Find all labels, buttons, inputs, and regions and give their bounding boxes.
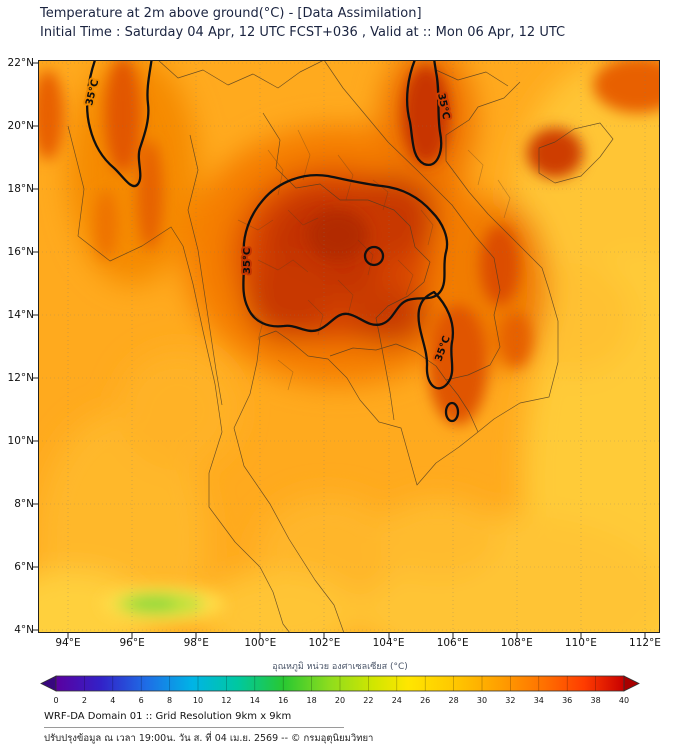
map-canvas: 35°C 35°C 35°C 35°C [32, 60, 660, 639]
y-axis-tick-label: 14°N [7, 308, 34, 321]
temperature-contours [85, 60, 460, 423]
y-axis-tick-label: 8°N [14, 497, 34, 510]
coastline-west [67, 125, 291, 633]
colorbar-tick-label: 14 [249, 696, 260, 705]
y-axis-tick-label: 10°N [7, 434, 34, 447]
colorbar-tick-label: 22 [363, 696, 374, 705]
contour-northeast [405, 60, 443, 167]
colorbar-tick-label: 36 [562, 696, 573, 705]
colorbar-tick-label: 10 [192, 696, 204, 705]
y-axis-tick-label: 16°N [7, 245, 34, 258]
y-axis-tick-marks [32, 62, 38, 631]
border-vietnam-china [435, 69, 509, 87]
colorbar-tick-label: 8 [167, 696, 173, 705]
border-north [157, 60, 325, 89]
footer-update-info: ปรับปรุงข้อมูล ณ เวลา 19:00น. วัน ส. ที่… [44, 733, 374, 744]
colorbar-tick-label: 34 [533, 696, 544, 705]
coastline-gulf-vietnam [233, 81, 559, 633]
y-axis-tick-label: 20°N [7, 119, 34, 132]
colorbar-tick-label: 30 [476, 696, 488, 705]
colorbar-left-arrow [40, 675, 57, 692]
footer-domain-info: WRF-DA Domain 01 :: Grid Resolution 9km … [44, 711, 292, 722]
border-myanmar-thailand [187, 134, 223, 406]
x-axis-tick-label: 108°E [500, 637, 533, 649]
x-axis-tick-label: 100°E [244, 637, 277, 649]
border-thailand-cambodia [329, 343, 447, 381]
y-axis-tick-label: 6°N [14, 560, 34, 573]
x-axis-tick-label: 106°E [436, 637, 469, 649]
colorbar-tick-label: 2 [81, 696, 87, 705]
border-mekong [262, 112, 431, 421]
map-frame [32, 60, 660, 639]
x-axis-tick-label: 98°E [183, 637, 209, 649]
colorbar-tick-label: 26 [420, 696, 431, 705]
temperature-field-detail [38, 60, 660, 622]
page-title: Temperature at 2m above ground(°C) - [Da… [40, 6, 422, 21]
hainan-island-outline [538, 122, 614, 184]
colorbar-tick-label: 4 [110, 696, 116, 705]
border-laos-vietnam [323, 60, 501, 381]
contour-southeast [417, 290, 455, 390]
colorbar-tick-label: 0 [53, 696, 59, 705]
x-axis-tick-label: 104°E [372, 637, 405, 649]
admin-boundaries [67, 60, 614, 633]
x-axis-tick-label: 110°E [564, 637, 597, 649]
contour-central [242, 174, 449, 333]
page-subtitle: Initial Time : Saturday 04 Apr, 12 UTC F… [40, 25, 566, 40]
x-axis-tick-label: 94°E [55, 637, 81, 649]
y-axis-tick-label: 22°N [7, 56, 34, 69]
y-axis-tick-label: 18°N [7, 182, 34, 195]
colorbar-tick-label: 6 [138, 696, 144, 705]
colorbar-segment-marks [84, 676, 596, 691]
map-area: 35°C 35°C 35°C 35°C [32, 60, 660, 639]
y-axis-tick-label: 4°N [14, 623, 34, 636]
contour-northwest [85, 60, 153, 188]
colorbar [40, 675, 640, 692]
contour-label: 35°C [242, 248, 253, 274]
colorbar-tick-label: 24 [391, 696, 402, 705]
x-axis-tick-label: 112°E [629, 637, 661, 649]
colorbar-tick-label: 18 [306, 696, 317, 705]
y-axis-tick-label: 12°N [7, 371, 34, 384]
x-axis-tick-label: 102°E [308, 637, 341, 649]
footer-divider [44, 727, 344, 728]
province-boundaries [237, 129, 511, 391]
border-cambodia-vietnam [445, 379, 479, 433]
colorbar-tick-label: 12 [221, 696, 232, 705]
colorbar-title: อุณหภูมิ หน่วย องศาเซลเซียส (°C) [272, 662, 408, 672]
colorbar-tick-label: 40 [618, 696, 630, 705]
colorbar-right-arrow [623, 675, 640, 692]
x-axis-tick-label: 96°E [119, 637, 145, 649]
colorbar-tick-label: 28 [448, 696, 459, 705]
x-axis-tick-marks [67, 633, 646, 639]
colorbar-tick-label: 38 [590, 696, 601, 705]
contour-central-inner [363, 245, 385, 267]
colorbar-tick-label: 32 [505, 696, 516, 705]
temperature-field [38, 60, 660, 633]
colorbar-tick-label: 16 [278, 696, 289, 705]
contour-southeast-small [444, 401, 460, 423]
colorbar-tick-label: 20 [334, 696, 346, 705]
